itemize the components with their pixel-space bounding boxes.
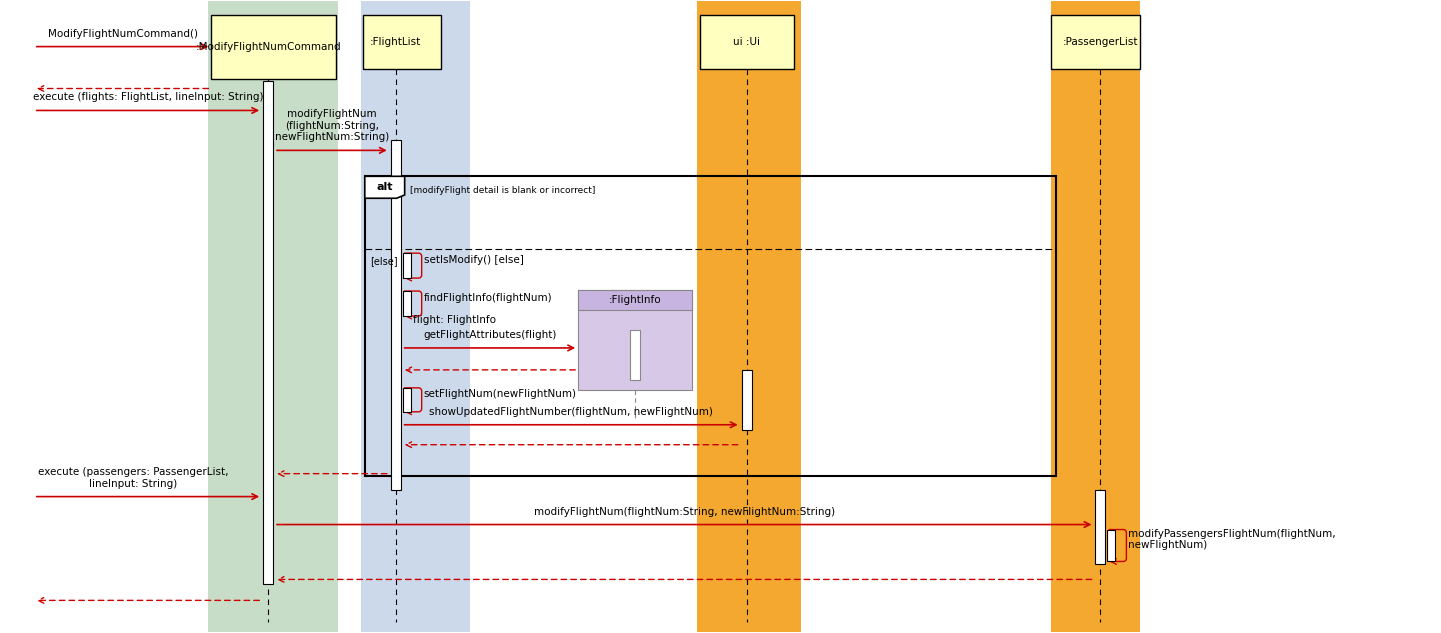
Text: setIsModify() [else]: setIsModify() [else]: [424, 254, 523, 265]
Text: showUpdatedFlightNumber(flightNum, newFlightNum): showUpdatedFlightNumber(flightNum, newFl…: [429, 407, 713, 417]
Bar: [578, 290, 692, 310]
Text: :FlightInfo: :FlightInfo: [608, 295, 661, 305]
Text: ModifyFlightNumCommand(): ModifyFlightNumCommand(): [48, 28, 197, 39]
Text: execute (flights: FlightList, lineInput: String): execute (flights: FlightList, lineInput:…: [33, 92, 264, 103]
Bar: [402, 388, 411, 412]
Text: alt: alt: [376, 182, 393, 192]
Bar: [1050, 15, 1140, 68]
Bar: [402, 291, 411, 316]
Polygon shape: [365, 177, 405, 198]
Text: flight: FlightInfo: flight: FlightInfo: [412, 315, 496, 325]
Bar: [391, 141, 401, 489]
Bar: [742, 370, 752, 430]
Text: findFlightInfo(flightNum): findFlightInfo(flightNum): [424, 292, 552, 303]
Text: execute (passengers: PassengerList,
lineInput: String): execute (passengers: PassengerList, line…: [39, 467, 229, 489]
Text: modifyPassengersFlightNum(flightNum,
newFlightNum): modifyPassengersFlightNum(flightNum, new…: [1128, 529, 1336, 550]
Bar: [212, 15, 336, 78]
Bar: [365, 177, 1056, 475]
Bar: [402, 253, 411, 278]
Bar: [360, 1, 470, 632]
Bar: [1095, 489, 1105, 565]
Text: :FlightList: :FlightList: [370, 37, 421, 47]
Bar: [1050, 1, 1140, 632]
Text: modifyFlightNum
(flightNum:String,
newFlightNum:String): modifyFlightNum (flightNum:String, newFl…: [275, 109, 389, 142]
Bar: [264, 80, 274, 584]
Text: :PassengerList: :PassengerList: [1062, 37, 1138, 47]
Bar: [578, 290, 692, 390]
Bar: [209, 1, 337, 632]
Text: modifyFlightNum(flightNum:String, newFlightNum:String): modifyFlightNum(flightNum:String, newFli…: [533, 506, 834, 517]
Bar: [630, 330, 640, 380]
Bar: [363, 15, 441, 68]
Text: setFlightNum(newFlightNum): setFlightNum(newFlightNum): [424, 389, 576, 399]
Text: :ModifyFlightNumCommand: :ModifyFlightNumCommand: [196, 42, 342, 52]
Text: [modifyFlight detail is blank or incorrect]: [modifyFlight detail is blank or incorre…: [409, 185, 595, 195]
Text: getFlightAttributes(flight): getFlightAttributes(flight): [424, 330, 556, 340]
Bar: [696, 1, 801, 632]
Text: [else]: [else]: [370, 256, 398, 266]
Bar: [700, 15, 794, 68]
Bar: [1107, 530, 1115, 561]
Text: ui :Ui: ui :Ui: [733, 37, 759, 47]
